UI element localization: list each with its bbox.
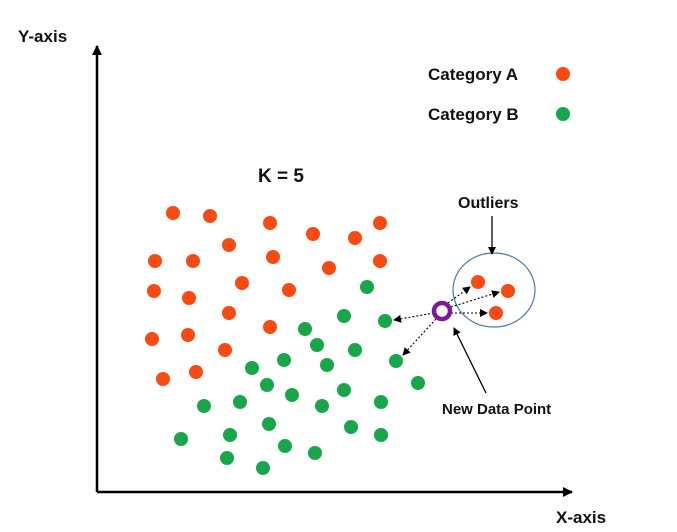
category-a-point bbox=[166, 206, 180, 220]
k-value-label: K = 5 bbox=[258, 166, 304, 187]
category-b-point bbox=[233, 395, 247, 409]
category-b-point bbox=[197, 399, 211, 413]
category-b-point bbox=[256, 461, 270, 475]
category-a-point bbox=[306, 227, 320, 241]
category-b-point bbox=[262, 417, 276, 431]
y-axis-label: Y-axis bbox=[18, 27, 67, 46]
neighbor-arrow bbox=[402, 318, 437, 356]
category-a-point bbox=[373, 216, 387, 230]
category-a-point bbox=[322, 261, 336, 275]
category-b-point bbox=[411, 376, 425, 390]
category-b-point bbox=[374, 395, 388, 409]
outlier-point bbox=[489, 306, 503, 320]
category-a-point bbox=[218, 343, 232, 357]
category-b-point bbox=[337, 309, 351, 323]
category-b-point bbox=[389, 354, 403, 368]
category-a-point bbox=[373, 254, 387, 268]
outliers-label: Outliers bbox=[458, 195, 519, 212]
category-a-point bbox=[266, 250, 280, 264]
category-b-point bbox=[320, 358, 334, 372]
outlier-point bbox=[471, 275, 485, 289]
category-b-point bbox=[360, 280, 374, 294]
category-a-point bbox=[148, 254, 162, 268]
category-b-point bbox=[308, 446, 322, 460]
category-b-point bbox=[344, 420, 358, 434]
new-data-point-label: New Data Point bbox=[442, 401, 551, 418]
x-axis-label: X-axis bbox=[556, 508, 606, 527]
neighbor-arrow bbox=[450, 290, 500, 308]
category-a-point bbox=[147, 284, 161, 298]
category-a-point bbox=[235, 276, 249, 290]
category-b-point bbox=[374, 428, 388, 442]
category-b-point bbox=[277, 353, 291, 367]
legend-marker-category-a bbox=[556, 67, 570, 81]
category-b-point bbox=[278, 439, 292, 453]
category-a-point bbox=[348, 231, 362, 245]
legend-marker-category-b bbox=[556, 107, 570, 121]
category-a-point bbox=[222, 306, 236, 320]
category-b-point bbox=[348, 343, 362, 357]
outlier-point bbox=[501, 284, 515, 298]
legend: Category A Category B bbox=[428, 65, 570, 124]
legend-label-category-b: Category B bbox=[428, 105, 519, 124]
category-a-point bbox=[181, 328, 195, 342]
category-b-point bbox=[310, 338, 324, 352]
neighbor-arrow bbox=[393, 312, 435, 323]
category-b-point bbox=[260, 378, 274, 392]
neighbor-arrows bbox=[393, 286, 500, 356]
neighbor-arrow bbox=[447, 286, 471, 304]
category-a-point bbox=[189, 365, 203, 379]
outlier-group: Outliers bbox=[452, 195, 536, 328]
category-b-point bbox=[298, 322, 312, 336]
legend-label-category-a: Category A bbox=[428, 65, 518, 84]
new-data-point bbox=[431, 300, 453, 322]
category-a-point bbox=[282, 283, 296, 297]
category-a-point bbox=[203, 209, 217, 223]
category-a-point bbox=[222, 238, 236, 252]
category-a-point bbox=[263, 216, 277, 230]
category-a-point bbox=[186, 254, 200, 268]
category-a-points bbox=[145, 206, 387, 386]
category-a-point bbox=[182, 291, 196, 305]
category-b-point bbox=[315, 399, 329, 413]
category-b-point bbox=[378, 314, 392, 328]
category-b-point bbox=[174, 432, 188, 446]
new-data-point-pointer-arrow bbox=[453, 327, 487, 394]
category-b-points bbox=[174, 280, 425, 475]
category-b-point bbox=[245, 361, 259, 375]
category-b-point bbox=[223, 428, 237, 442]
category-b-point bbox=[337, 383, 351, 397]
category-a-point bbox=[156, 372, 170, 386]
category-a-point bbox=[263, 320, 277, 334]
category-b-point bbox=[220, 451, 234, 465]
category-b-point bbox=[285, 388, 299, 402]
category-a-point bbox=[145, 332, 159, 346]
